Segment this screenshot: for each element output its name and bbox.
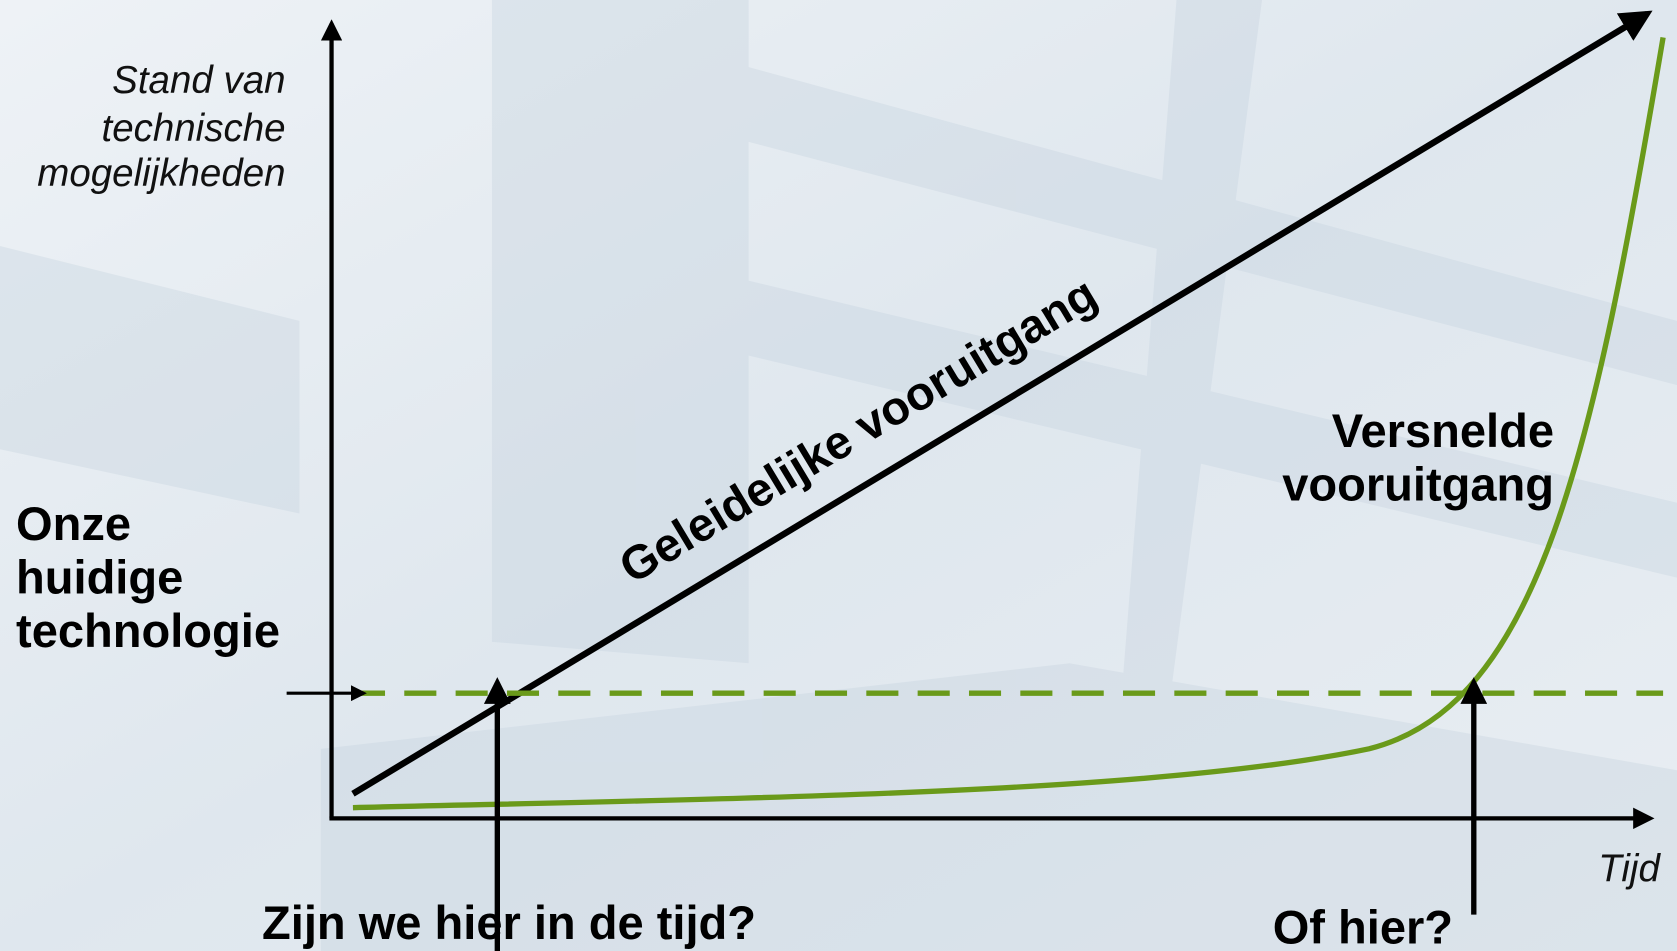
y-axis-label: Stand van xyxy=(112,59,285,102)
page: Stand van technische mogelijkheden Onze … xyxy=(0,0,1677,951)
y-axis-label: technische xyxy=(102,107,286,150)
y-axis-label: mogelijkheden xyxy=(37,152,285,195)
diagram: Stand van technische mogelijkheden Onze … xyxy=(0,0,1677,951)
accelerated-label: vooruitgang xyxy=(1282,458,1554,511)
x-axis-label: Tijd xyxy=(1598,847,1661,890)
question-label: Of hier? xyxy=(1273,901,1453,951)
current-technology-label: huidige xyxy=(16,551,183,604)
accelerated-label: Versnelde xyxy=(1332,404,1554,457)
current-technology-label: Onze xyxy=(16,497,131,550)
current-technology-label: technologie xyxy=(16,604,280,657)
question-label: Zijn we hier in de tijd? xyxy=(262,896,756,949)
